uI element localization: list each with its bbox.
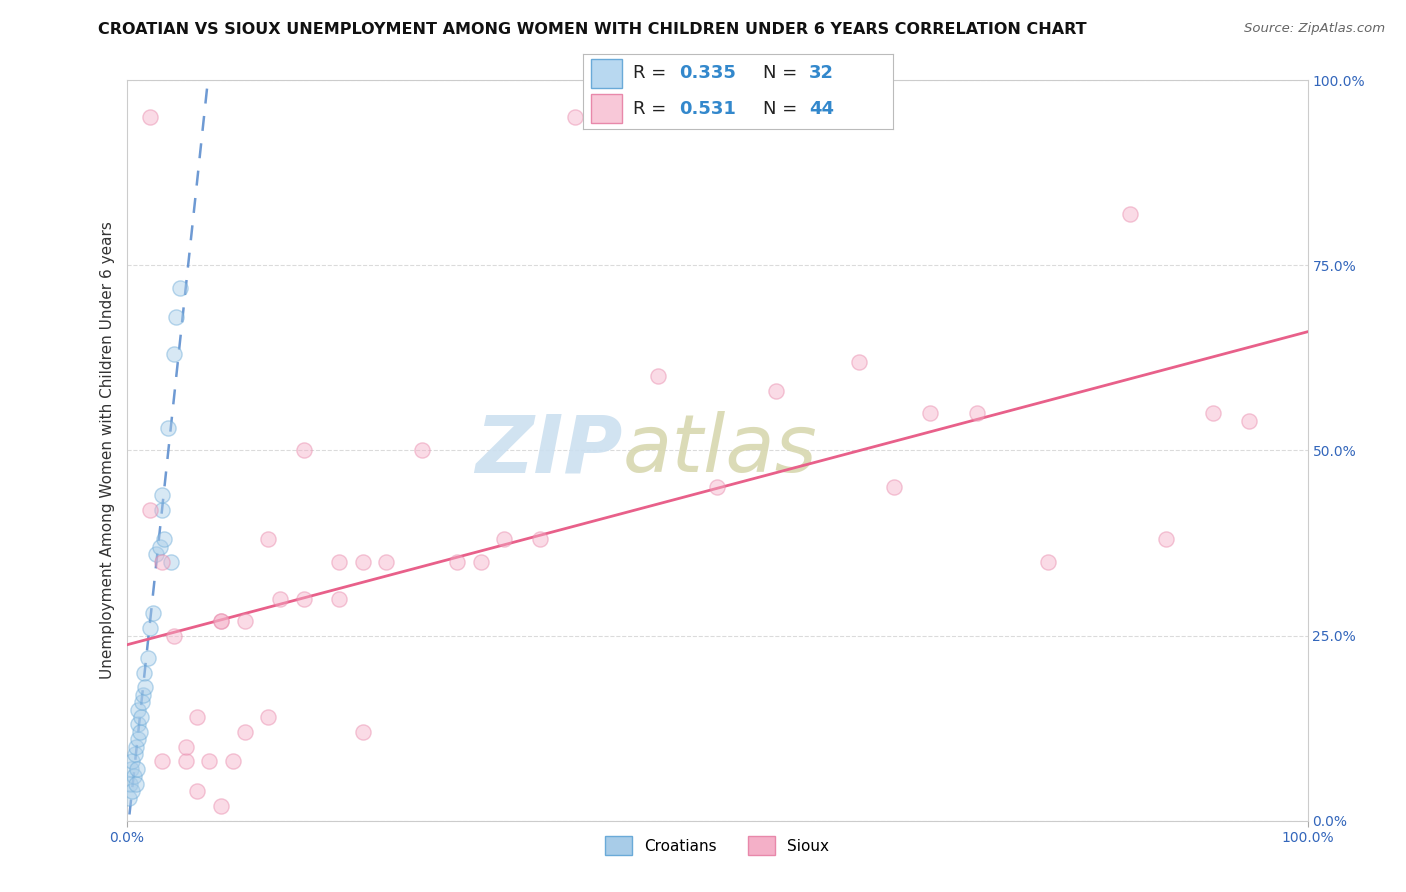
Point xyxy=(257,533,280,547)
Point xyxy=(127,762,149,776)
Text: ZIP: ZIP xyxy=(475,411,623,490)
Text: 44: 44 xyxy=(810,100,834,118)
Point xyxy=(174,739,197,754)
Point xyxy=(163,628,186,642)
Point xyxy=(209,614,232,628)
Point xyxy=(120,762,142,776)
Point xyxy=(765,384,787,399)
Point xyxy=(647,369,669,384)
Point xyxy=(127,717,149,731)
Point xyxy=(139,621,162,635)
Point xyxy=(150,502,173,516)
Bar xyxy=(591,59,621,87)
Point xyxy=(470,555,492,569)
Point xyxy=(134,665,156,680)
Legend: Croatians, Sioux: Croatians, Sioux xyxy=(599,830,835,861)
Point xyxy=(222,755,245,769)
Point xyxy=(118,791,141,805)
Point xyxy=(121,784,143,798)
Point xyxy=(150,555,173,569)
Point xyxy=(918,407,941,421)
Point xyxy=(127,703,149,717)
Point xyxy=(149,540,172,554)
Point xyxy=(129,710,152,724)
Point xyxy=(411,443,433,458)
Point xyxy=(529,533,551,547)
Point xyxy=(165,310,187,325)
Point xyxy=(564,111,586,125)
Text: 0.531: 0.531 xyxy=(679,100,737,118)
Point xyxy=(136,650,159,665)
Point xyxy=(131,695,153,709)
Bar xyxy=(591,95,621,123)
Point xyxy=(352,555,374,569)
Text: N =: N = xyxy=(763,64,803,82)
Point xyxy=(1036,555,1059,569)
Y-axis label: Unemployment Among Women with Children Under 6 years: Unemployment Among Women with Children U… xyxy=(100,221,115,680)
Point xyxy=(1154,533,1177,547)
Point xyxy=(124,747,146,761)
Point xyxy=(292,443,315,458)
Point xyxy=(494,533,516,547)
Point xyxy=(125,739,148,754)
Point xyxy=(198,755,221,769)
Point xyxy=(134,681,156,695)
Point xyxy=(966,407,988,421)
Point xyxy=(125,776,148,791)
Point xyxy=(153,533,176,547)
Point xyxy=(328,555,350,569)
Point xyxy=(1202,407,1225,421)
Point xyxy=(848,354,870,368)
Point xyxy=(257,710,280,724)
Point xyxy=(186,784,208,798)
Point xyxy=(375,555,398,569)
Point xyxy=(132,688,155,702)
Text: R =: R = xyxy=(633,64,672,82)
Point xyxy=(128,724,150,739)
Point xyxy=(233,724,256,739)
Point xyxy=(328,591,350,606)
Point xyxy=(139,111,162,125)
Point xyxy=(150,755,173,769)
Point xyxy=(139,502,162,516)
Text: R =: R = xyxy=(633,100,672,118)
Text: N =: N = xyxy=(763,100,803,118)
Point xyxy=(706,480,728,494)
Point xyxy=(269,591,291,606)
Text: Source: ZipAtlas.com: Source: ZipAtlas.com xyxy=(1244,22,1385,36)
Point xyxy=(186,710,208,724)
Point xyxy=(156,421,179,435)
Point xyxy=(141,607,163,621)
Point xyxy=(127,732,149,747)
Point xyxy=(292,591,315,606)
Point xyxy=(352,724,374,739)
Point xyxy=(883,480,905,494)
Point xyxy=(209,614,232,628)
Point xyxy=(150,488,173,502)
Text: CROATIAN VS SIOUX UNEMPLOYMENT AMONG WOMEN WITH CHILDREN UNDER 6 YEARS CORRELATI: CROATIAN VS SIOUX UNEMPLOYMENT AMONG WOM… xyxy=(98,22,1087,37)
Point xyxy=(163,347,186,361)
Point xyxy=(174,755,197,769)
Point xyxy=(160,555,183,569)
Point xyxy=(1237,414,1260,428)
Text: 0.335: 0.335 xyxy=(679,64,737,82)
Point xyxy=(233,614,256,628)
Point xyxy=(121,755,143,769)
Point xyxy=(120,776,142,791)
Point xyxy=(209,798,232,813)
Text: atlas: atlas xyxy=(623,411,817,490)
Point xyxy=(169,280,191,294)
Point xyxy=(122,769,145,783)
Point xyxy=(446,555,468,569)
Point xyxy=(1119,206,1142,220)
Point xyxy=(145,547,167,561)
Text: 32: 32 xyxy=(810,64,834,82)
